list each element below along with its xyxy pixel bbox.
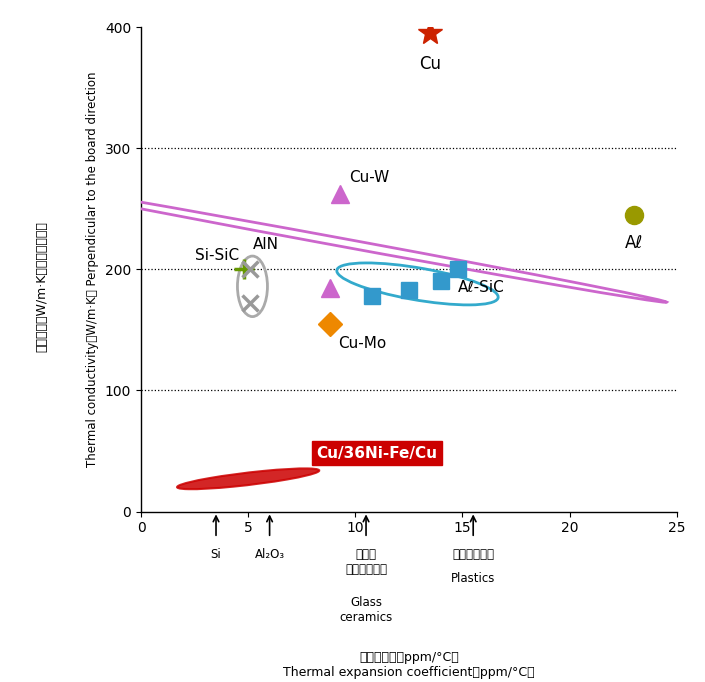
Text: Si: Si [211, 548, 221, 561]
Text: プラスチック: プラスチック [452, 548, 494, 561]
Ellipse shape [177, 469, 319, 489]
Text: Al₂O₃: Al₂O₃ [255, 548, 285, 561]
Text: Plastics: Plastics [451, 572, 496, 585]
Text: 熱膨張係数（ppm/°C）
Thermal expansion coefficient（ppm/°C）: 熱膨張係数（ppm/°C） Thermal expansion coeffici… [283, 651, 534, 679]
Text: Glass
ceramics: Glass ceramics [339, 596, 393, 624]
Text: Cu-W: Cu-W [349, 170, 389, 185]
Text: Cu-Mo: Cu-Mo [338, 336, 386, 351]
Text: Cu/36Ni-Fe/Cu: Cu/36Ni-Fe/Cu [317, 446, 438, 461]
Text: ガラス
セラミックス: ガラス セラミックス [345, 548, 387, 576]
Text: Aℓ: Aℓ [625, 235, 643, 252]
Text: AlN: AlN [252, 237, 278, 252]
Text: Cu: Cu [419, 55, 441, 73]
Text: 熱伝導率（W/m·K）板面直角方向: 熱伝導率（W/m·K）板面直角方向 [36, 221, 49, 352]
Text: Aℓ-SiC: Aℓ-SiC [458, 280, 505, 295]
Y-axis label: Thermal conductivity（W/m·K） Perpendicular to the board direction: Thermal conductivity（W/m·K） Perpendicula… [86, 72, 99, 467]
Text: Si-SiC: Si-SiC [195, 248, 240, 263]
